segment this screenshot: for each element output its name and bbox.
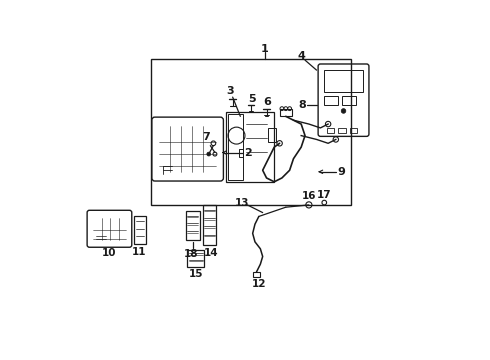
Bar xyxy=(187,249,204,266)
Text: 2: 2 xyxy=(244,148,252,158)
Bar xyxy=(324,95,338,105)
Bar xyxy=(324,70,363,92)
Text: 12: 12 xyxy=(251,279,266,289)
Text: 3: 3 xyxy=(226,86,234,96)
Text: 8: 8 xyxy=(299,100,307,110)
Text: 18: 18 xyxy=(184,249,198,259)
Bar xyxy=(151,59,351,205)
Text: 11: 11 xyxy=(132,247,147,257)
Bar xyxy=(203,205,217,245)
Bar xyxy=(338,128,346,132)
Text: 17: 17 xyxy=(317,190,332,200)
Bar xyxy=(327,128,334,132)
Bar xyxy=(268,128,276,142)
Bar xyxy=(342,95,356,105)
Text: 16: 16 xyxy=(302,192,316,202)
Bar xyxy=(134,216,146,244)
Bar xyxy=(239,149,244,157)
Text: 15: 15 xyxy=(189,269,203,279)
Circle shape xyxy=(207,152,211,156)
Bar xyxy=(226,112,274,182)
Bar xyxy=(253,272,260,276)
Text: 4: 4 xyxy=(297,51,305,61)
Text: 9: 9 xyxy=(337,167,345,177)
Bar xyxy=(350,128,357,132)
Circle shape xyxy=(341,109,346,113)
Text: 5: 5 xyxy=(248,94,256,104)
Text: 7: 7 xyxy=(202,132,210,142)
Bar xyxy=(186,211,199,240)
Text: 13: 13 xyxy=(235,198,249,208)
Bar xyxy=(280,109,292,116)
Text: 6: 6 xyxy=(263,98,271,108)
Text: 1: 1 xyxy=(261,44,269,54)
Bar xyxy=(228,114,244,180)
Text: 10: 10 xyxy=(102,248,117,258)
Text: 14: 14 xyxy=(204,248,219,258)
